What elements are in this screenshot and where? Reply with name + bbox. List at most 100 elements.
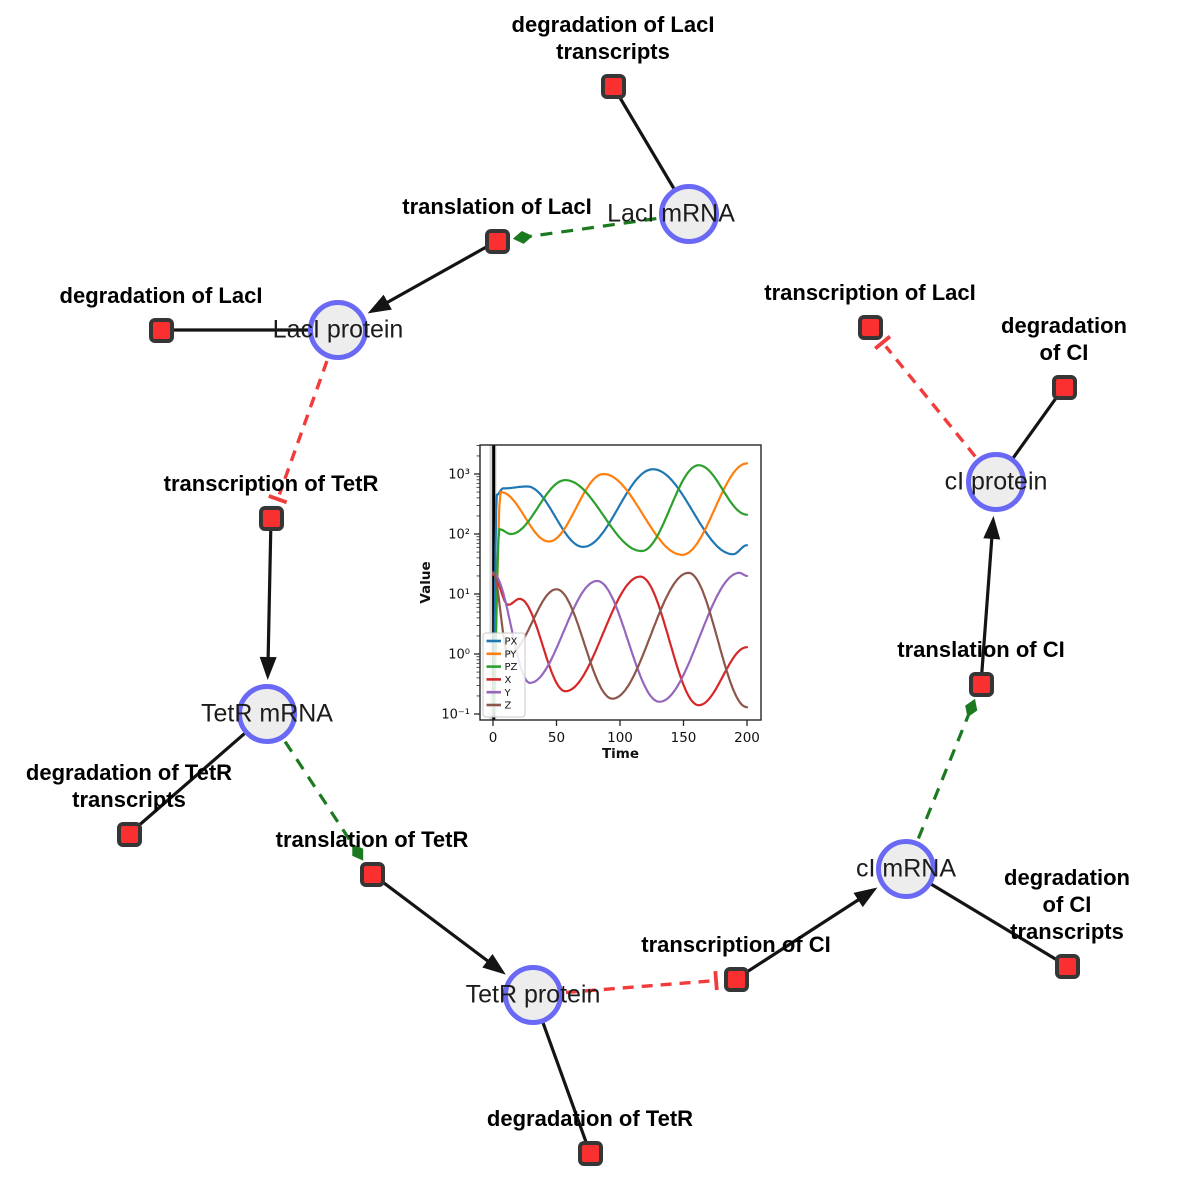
inhibition-tbar-icon bbox=[268, 494, 288, 505]
species-node-tetr_protein[interactable] bbox=[503, 965, 563, 1025]
inhibition-line bbox=[277, 360, 329, 496]
legend-label: PX bbox=[505, 637, 518, 648]
species-label: TetR protein bbox=[465, 980, 601, 1009]
production-edge bbox=[735, 887, 878, 981]
species-node-ci_protein[interactable] bbox=[966, 452, 1026, 512]
species-label: LacI protein bbox=[272, 315, 404, 344]
inhibition-line bbox=[884, 345, 977, 458]
modifier-edge bbox=[283, 740, 364, 861]
reaction-node-deg_ci_tx[interactable] bbox=[1054, 953, 1080, 979]
legend-label: Y bbox=[504, 688, 512, 699]
production-line bbox=[979, 527, 995, 685]
consumption-edge bbox=[905, 867, 1068, 968]
reaction-node-deg_laci_tx[interactable] bbox=[600, 73, 626, 99]
arrowhead-icon bbox=[853, 887, 878, 908]
species-node-laci_mrna[interactable] bbox=[659, 184, 719, 244]
reaction-label: degradation of TetR bbox=[486, 1106, 694, 1131]
species-label: cI protein bbox=[944, 467, 1048, 496]
modifier-arrowhead-icon bbox=[512, 230, 533, 244]
series-path-PY bbox=[491, 462, 749, 716]
reaction-label: degradation of LacI bbox=[59, 283, 263, 308]
production-edge bbox=[979, 515, 1001, 685]
series-path-X bbox=[491, 573, 749, 707]
chart-canvas: 0 50 100 150 20010³10²10¹10⁰10⁻¹TimeValuePXP… bbox=[418, 444, 762, 762]
inhibition-tbar-icon bbox=[713, 970, 719, 991]
series-path-PZ bbox=[491, 464, 749, 716]
species-label: LacI mRNA bbox=[607, 199, 735, 228]
modifier-edge bbox=[512, 217, 657, 244]
modifier-edge bbox=[916, 698, 978, 840]
arrowhead-icon bbox=[367, 294, 392, 314]
arrowhead-icon bbox=[482, 953, 506, 975]
reaction-node-deg_ci[interactable] bbox=[1051, 374, 1077, 400]
species-node-ci_mrna[interactable] bbox=[876, 839, 936, 899]
y-axis-title: Value bbox=[418, 561, 434, 603]
modifier-arrowhead-icon bbox=[965, 698, 978, 718]
legend-label: Z bbox=[505, 701, 512, 712]
x-tick-label: 100 bbox=[607, 730, 633, 746]
x-axis-title: Time bbox=[602, 746, 639, 762]
legend-label: PZ bbox=[505, 662, 518, 673]
inhibition-edge bbox=[565, 970, 719, 995]
x-tick-label: 200 bbox=[734, 730, 760, 746]
y-tick-label: 10¹ bbox=[448, 588, 470, 603]
arrowhead-icon bbox=[259, 656, 277, 681]
arrowhead-icon bbox=[983, 515, 1001, 540]
x-tick-label: 150 bbox=[671, 730, 697, 746]
reaction-label: transcription of LacI bbox=[764, 280, 976, 305]
reaction-node-txn_ci[interactable] bbox=[723, 966, 749, 992]
production-line bbox=[735, 892, 869, 981]
modifier-arrowhead-icon bbox=[352, 843, 364, 861]
inhibition-edge bbox=[874, 335, 977, 458]
production-edge bbox=[371, 872, 506, 975]
production-line bbox=[266, 517, 273, 669]
production-line bbox=[377, 239, 498, 309]
reaction-node-transl_laci[interactable] bbox=[484, 228, 510, 254]
legend-label: X bbox=[505, 675, 512, 686]
reaction-label: transcription of TetR bbox=[163, 471, 379, 496]
production-edge bbox=[367, 239, 498, 314]
inhibition-tbar-icon bbox=[874, 335, 892, 350]
inhibition-line bbox=[565, 979, 712, 995]
inhibition-edge bbox=[268, 360, 329, 505]
species-label: cI mRNA bbox=[856, 854, 956, 883]
reaction-label: degradation of TetR transcripts bbox=[25, 760, 233, 812]
x-tick-label: 0 bbox=[489, 730, 498, 746]
y-tick-label: 10³ bbox=[448, 468, 470, 483]
reaction-label: degradation of LacI transcripts bbox=[511, 12, 715, 64]
timecourse-chart: 0 50 100 150 200 10³ 10² 10¹ 10⁰ 10⁻¹ Time Value PX P… bbox=[418, 436, 776, 768]
reaction-label: translation of LacI bbox=[402, 194, 592, 219]
reaction-node-deg_tetr[interactable] bbox=[577, 1140, 603, 1166]
modifier-line bbox=[526, 217, 657, 239]
series-path-PX bbox=[491, 468, 749, 716]
series-path-Y bbox=[491, 571, 749, 703]
production-edge bbox=[259, 517, 277, 681]
y-tick-label: 10² bbox=[448, 528, 470, 543]
series-path-Z bbox=[491, 571, 749, 709]
species-node-tetr_mrna[interactable] bbox=[237, 684, 297, 744]
reaction-node-transl_tetr[interactable] bbox=[359, 861, 385, 887]
production-line bbox=[371, 872, 498, 969]
reaction-label: translation of TetR bbox=[275, 827, 469, 852]
reaction-node-txn_laci[interactable] bbox=[857, 314, 883, 340]
modifier-line bbox=[916, 711, 972, 840]
species-label: TetR mRNA bbox=[201, 699, 333, 728]
y-tick-label: 10⁰ bbox=[448, 648, 470, 663]
y-tick-label: 10⁻¹ bbox=[441, 708, 470, 723]
x-tick-label: 50 bbox=[548, 730, 565, 746]
legend-label: PY bbox=[505, 649, 518, 660]
reaction-node-deg_tetr_tx[interactable] bbox=[116, 821, 142, 847]
reaction-label: degradation of CI transcripts bbox=[1004, 865, 1130, 944]
reaction-node-deg_laci[interactable] bbox=[148, 317, 174, 343]
species-node-laci_protein[interactable] bbox=[308, 300, 368, 360]
reaction-node-txn_tetr[interactable] bbox=[258, 505, 284, 531]
consumption-line bbox=[905, 867, 1068, 968]
reaction-label: degradation of CI bbox=[1001, 313, 1127, 365]
modifier-line bbox=[283, 740, 357, 850]
reaction-node-transl_ci[interactable] bbox=[968, 671, 994, 697]
reaction-label: transcription of CI bbox=[641, 932, 831, 957]
reaction-label: translation of CI bbox=[897, 637, 1065, 662]
